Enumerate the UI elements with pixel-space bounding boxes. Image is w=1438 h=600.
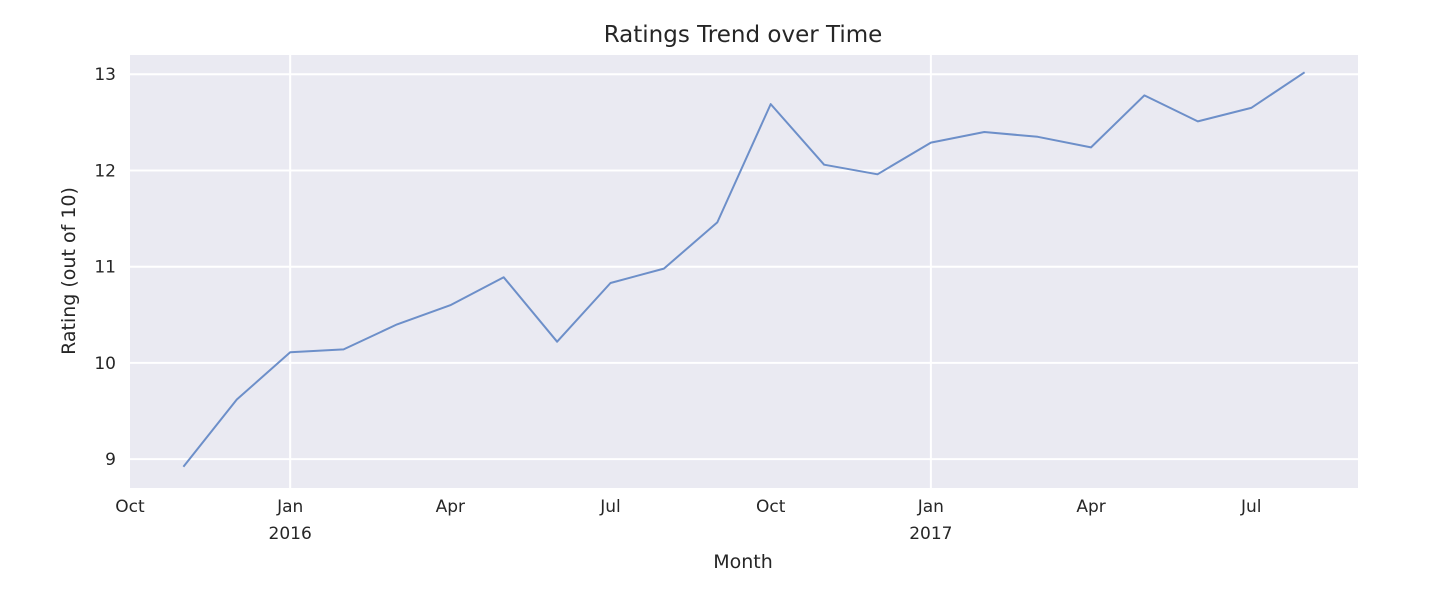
x-tick-label: Jul <box>1240 497 1262 517</box>
chart-title: Ratings Trend over Time <box>604 22 883 48</box>
y-tick-label: 13 <box>94 65 116 85</box>
x-tick-label: Jan <box>276 497 303 517</box>
x-tick-label: Apr <box>1076 497 1105 517</box>
series-line <box>182 71 1306 468</box>
y-tick-label: 12 <box>94 161 116 181</box>
y-axis-label: Rating (out of 10) <box>58 187 80 355</box>
plot-area <box>130 55 1358 488</box>
x-tick-year-label: 2017 <box>909 524 952 544</box>
y-tick-label: 9 <box>105 450 116 470</box>
x-tick-label: Jan <box>917 497 944 517</box>
x-tick-label: Jul <box>599 497 621 517</box>
y-tick-label: 11 <box>94 258 116 278</box>
y-axis-ticks: 9 10 11 12 13 <box>94 65 116 470</box>
x-tick-label: Oct <box>756 497 786 517</box>
x-tick-label: Oct <box>115 497 145 517</box>
x-tick-year-label: 2016 <box>269 524 312 544</box>
y-tick-label: 10 <box>94 354 116 374</box>
grid-lines <box>130 55 1358 488</box>
x-axis-ticks: Oct Jan 2016 Apr Jul Oct Jan 2017 Apr Jul <box>115 497 1261 544</box>
x-axis-label: Month <box>713 551 773 573</box>
x-tick-label: Apr <box>436 497 465 517</box>
series-layer <box>182 71 1306 468</box>
